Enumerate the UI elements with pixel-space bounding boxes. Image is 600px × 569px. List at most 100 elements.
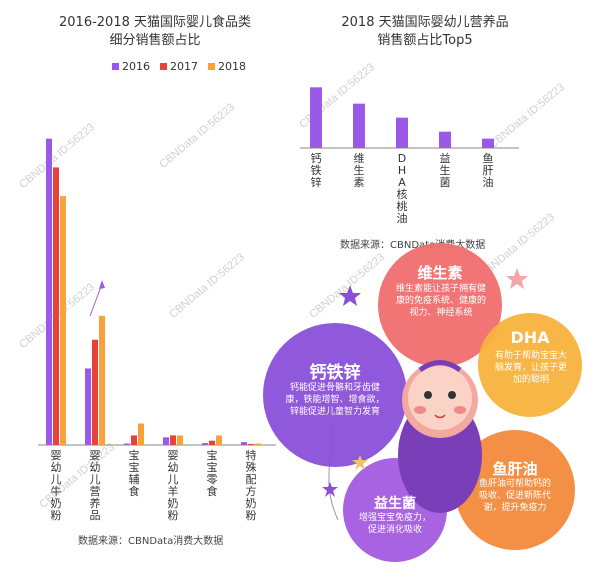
trend-arrow-icon	[89, 283, 103, 317]
x-tick-label: 鱼	[483, 151, 494, 165]
x-tick-label: 儿	[90, 473, 101, 486]
bubble-text-dha: 有助于帮助宝宝大脑发育，让孩子更加的聪明	[495, 351, 568, 385]
left-title-line1: 2016-2018 天猫国际婴儿食品类	[59, 15, 251, 30]
legend-item-2016: 2016	[112, 60, 150, 73]
x-tick-label: 菌	[440, 176, 451, 189]
baby-illustration	[398, 360, 482, 513]
bar-2017	[209, 440, 215, 445]
x-tick-label: 零	[207, 473, 218, 486]
x-tick-label: 粉	[168, 509, 179, 522]
bubble-vitamin	[378, 243, 502, 367]
bubble-fishoil	[455, 430, 575, 550]
bar-2017	[131, 435, 137, 445]
right-title-line1: 2018 天猫国际婴幼儿营养品	[341, 15, 509, 30]
x-tick-label: 儿	[51, 473, 62, 486]
x-tick-label: 奶	[246, 496, 257, 510]
x-tick-label: 儿	[168, 473, 179, 486]
right-chart-title: 2018 天猫国际婴幼儿营养品 销售额占比Top5	[310, 14, 540, 50]
x-tick-label: 桃	[397, 199, 408, 213]
x-tick-label: 养	[90, 496, 101, 510]
legend-item-2018: 2018	[208, 60, 246, 73]
x-tick-label: 奶	[168, 496, 179, 510]
x-tick-label: 维	[354, 152, 365, 165]
x-tick-label: A	[398, 176, 406, 189]
x-tick-label: 宝	[207, 460, 218, 474]
bar-2016	[163, 437, 169, 445]
bubble-calcium	[263, 323, 407, 467]
right-title-line2: 销售额占比Top5	[377, 33, 473, 48]
x-tick-label: 食	[129, 484, 140, 498]
x-tick-label: 锌	[311, 175, 322, 189]
right-chart-source: 数据来源：CBNData消费大数据	[340, 240, 486, 251]
x-tick-label: 钙	[311, 151, 322, 165]
legend: 2016 2017 2018	[112, 60, 246, 73]
x-tick-label: 油	[397, 211, 408, 225]
x-tick-label: 幼	[90, 461, 101, 474]
bubble-title-calcium: 钙铁锌	[309, 363, 361, 383]
star-icon	[506, 268, 528, 289]
bubble-text-vitamin: 维生素能让孩子拥有健康的免疫系统、健康的视力、神经系统	[395, 284, 486, 318]
x-tick-label: 粉	[246, 509, 257, 522]
x-tick-label: 幼	[168, 461, 179, 474]
trend-arrow-head-icon	[99, 280, 105, 289]
x-tick-label: 特	[246, 448, 257, 462]
x-tick-label: D	[398, 152, 406, 165]
bubble-text-fishoil: 鱼肝油可帮助钙的吸收、促进新陈代谢，提升免疫力	[478, 479, 551, 513]
bar-2018	[255, 443, 261, 445]
x-tick-label: 羊	[168, 484, 179, 498]
x-tick-label: 辅	[129, 472, 140, 486]
bar-2018	[177, 435, 183, 445]
bubble-title-probiotic: 益生菌	[374, 496, 416, 512]
legend-label: 2017	[170, 60, 198, 73]
x-tick-label: H	[398, 164, 406, 177]
x-tick-label: 品	[90, 509, 101, 522]
bar-top5	[353, 103, 365, 148]
bar-2017	[92, 339, 98, 445]
bar-2016	[241, 442, 247, 445]
x-tick-label: 宝	[129, 460, 140, 474]
bar-2016	[202, 443, 208, 445]
star-icon	[339, 285, 361, 306]
x-tick-label: 婴	[90, 449, 101, 462]
bar-2017	[53, 167, 59, 445]
x-tick-label: 幼	[51, 461, 62, 474]
x-tick-label: 铁	[311, 164, 322, 177]
x-tick-label: 肝	[483, 164, 494, 177]
bubble-dha	[478, 313, 582, 417]
x-tick-label: 宝	[129, 448, 140, 462]
legend-label: 2016	[122, 60, 150, 73]
bar-top5	[396, 117, 408, 148]
x-tick-label: 方	[246, 484, 257, 498]
bar-2018	[216, 435, 222, 445]
x-tick-label: 配	[246, 473, 257, 486]
bubble-text-probiotic: 增强宝宝免疫力，促进消化吸收	[358, 513, 431, 535]
x-tick-label: 婴	[168, 449, 179, 462]
bubble-text-calcium: 钙能促进骨骼和牙齿健康，铁能增智、增食欲，锌能促进儿童智力发育	[285, 383, 385, 417]
x-tick-label: 殊	[246, 460, 257, 474]
bubble-title-dha: DHA	[510, 328, 550, 347]
bubble-title-fishoil: 鱼肝油	[492, 460, 538, 478]
x-tick-label: 宝	[207, 448, 218, 462]
bar-top5	[439, 131, 451, 148]
bar-2018	[99, 315, 105, 445]
x-tick-label: 素	[354, 176, 365, 189]
bar-2018	[138, 423, 144, 445]
x-tick-label: 核	[397, 187, 408, 201]
bar-2018	[60, 196, 66, 445]
x-tick-label: 油	[483, 175, 494, 189]
left-chart-title: 2016-2018 天猫国际婴儿食品类 细分销售额占比	[40, 14, 270, 50]
legend-label: 2018	[218, 60, 246, 73]
bar-2017	[170, 435, 176, 445]
left-chart-source: 数据来源：CBNData消费大数据	[78, 536, 224, 547]
star-icon	[352, 455, 368, 470]
x-tick-label: 生	[354, 163, 365, 177]
bar-top5	[310, 87, 322, 148]
bar-2016	[124, 443, 130, 445]
star-icon	[322, 482, 338, 497]
x-tick-label: 牛	[51, 484, 62, 498]
x-tick-label: 营	[90, 484, 101, 498]
legend-item-2017: 2017	[160, 60, 198, 73]
bar-2017	[248, 444, 254, 445]
bar-top5	[482, 138, 494, 148]
